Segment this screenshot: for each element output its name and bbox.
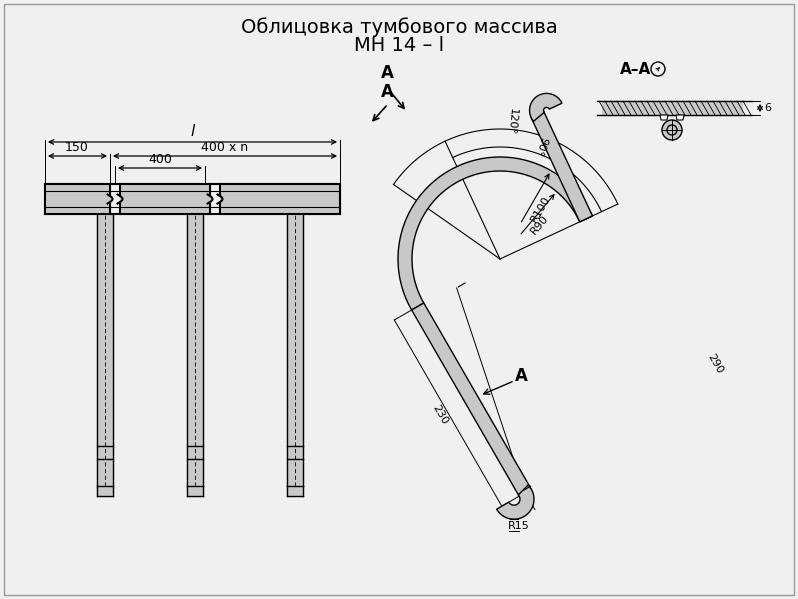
Polygon shape	[97, 214, 113, 486]
Circle shape	[662, 120, 682, 140]
Text: Облицовка тумбового массива: Облицовка тумбового массива	[241, 17, 557, 37]
Text: R90: R90	[529, 213, 551, 236]
Text: R15: R15	[508, 521, 530, 531]
Text: A: A	[516, 367, 528, 385]
Text: 120°: 120°	[506, 108, 518, 135]
Text: 290: 290	[705, 352, 725, 376]
Polygon shape	[220, 184, 340, 214]
Text: МН 14 – l: МН 14 – l	[354, 36, 444, 55]
Text: A: A	[381, 64, 393, 82]
Polygon shape	[120, 184, 210, 214]
Polygon shape	[530, 93, 562, 122]
Text: A: A	[381, 83, 393, 101]
Text: 6: 6	[764, 103, 771, 113]
Polygon shape	[412, 303, 531, 496]
Text: 400: 400	[148, 153, 172, 166]
Text: 400 x n: 400 x n	[201, 141, 248, 154]
Polygon shape	[531, 111, 592, 222]
Text: 150: 150	[65, 141, 89, 154]
Polygon shape	[660, 115, 668, 120]
Text: R100: R100	[529, 194, 552, 223]
Text: l: l	[191, 124, 195, 139]
Text: 90°: 90°	[533, 135, 549, 157]
Polygon shape	[398, 157, 592, 310]
Polygon shape	[287, 486, 303, 496]
Polygon shape	[676, 115, 684, 120]
Polygon shape	[97, 486, 113, 496]
Polygon shape	[287, 214, 303, 486]
Polygon shape	[496, 485, 534, 519]
Polygon shape	[187, 486, 203, 496]
Polygon shape	[45, 184, 110, 214]
Text: 230: 230	[430, 404, 450, 426]
Text: А–А: А–А	[620, 62, 651, 77]
Polygon shape	[187, 214, 203, 486]
Polygon shape	[602, 101, 742, 115]
Circle shape	[667, 125, 677, 135]
